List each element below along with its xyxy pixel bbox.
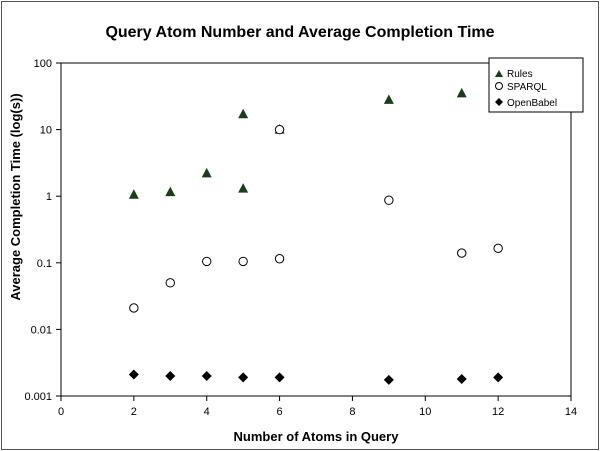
data-point-openbabel bbox=[383, 374, 394, 385]
data-point-openbabel bbox=[456, 373, 467, 384]
y-axis-ticks: 0.001 0.01 0.1 1 10 100 bbox=[24, 58, 61, 403]
y-tick-label: 0.001 bbox=[24, 391, 52, 403]
data-point-openbabel bbox=[493, 372, 504, 383]
x-tick-label: 8 bbox=[349, 406, 355, 418]
data-point-sparql bbox=[202, 256, 212, 267]
data-point-rules bbox=[165, 186, 176, 197]
x-tick-label: 6 bbox=[277, 406, 283, 418]
x-tick-label: 4 bbox=[204, 406, 210, 418]
legend-label-openbabel: OpenBabel bbox=[507, 98, 557, 109]
y-axis-label: Average Completion Time (log(s)) bbox=[8, 93, 23, 300]
x-tick-label: 0 bbox=[58, 406, 64, 418]
chart-title: Query Atom Number and Average Completion… bbox=[105, 24, 494, 41]
data-point-rules bbox=[238, 183, 249, 193]
data-point-rules bbox=[456, 87, 467, 98]
data-point-sparql bbox=[457, 248, 467, 258]
legend: Rules SPARQL OpenBabel bbox=[488, 57, 584, 113]
x-tick-label: 14 bbox=[565, 406, 577, 418]
legend-label-sparql: SPARQL bbox=[507, 82, 547, 93]
data-point-openbabel bbox=[165, 370, 176, 381]
x-tick-label: 12 bbox=[492, 406, 504, 418]
data-point-rules bbox=[383, 94, 394, 104]
data-point-rules bbox=[238, 108, 249, 119]
x-axis-label: Number of Atoms in Query bbox=[234, 429, 400, 444]
data-point-openbabel bbox=[238, 372, 249, 383]
x-axis-ticks: 0 2 4 6 8 10 12 14 bbox=[58, 396, 577, 418]
data-point-openbabel bbox=[274, 372, 285, 383]
legend-marker-rules bbox=[495, 70, 503, 77]
y-tick-label: 0.01 bbox=[31, 324, 52, 336]
data-point-sparql bbox=[274, 254, 285, 264]
data-point-sparql bbox=[493, 243, 503, 254]
data-point-sparql bbox=[274, 124, 285, 135]
data-point-rules bbox=[201, 167, 212, 178]
data-point-openbabel bbox=[201, 370, 212, 381]
legend-marker-openbabel bbox=[495, 98, 503, 106]
y-tick-label: 10 bbox=[40, 125, 52, 137]
data-points bbox=[128, 87, 504, 385]
legend-marker-sparql bbox=[495, 82, 503, 90]
y-tick-label: 1 bbox=[46, 191, 52, 203]
x-tick-label: 10 bbox=[419, 406, 431, 418]
data-point-sparql bbox=[238, 256, 248, 267]
legend-label-rules: Rules bbox=[507, 69, 533, 80]
plot-area bbox=[60, 62, 572, 397]
legend-box bbox=[488, 57, 584, 113]
data-point-sparql bbox=[129, 303, 139, 313]
data-point-sparql bbox=[165, 278, 175, 288]
y-tick-label: 0.1 bbox=[37, 258, 52, 270]
x-tick-label: 2 bbox=[131, 406, 137, 418]
y-tick-label: 100 bbox=[34, 58, 52, 70]
data-point-sparql bbox=[384, 195, 394, 205]
data-point-rules bbox=[128, 189, 139, 199]
data-point-openbabel bbox=[128, 369, 139, 380]
